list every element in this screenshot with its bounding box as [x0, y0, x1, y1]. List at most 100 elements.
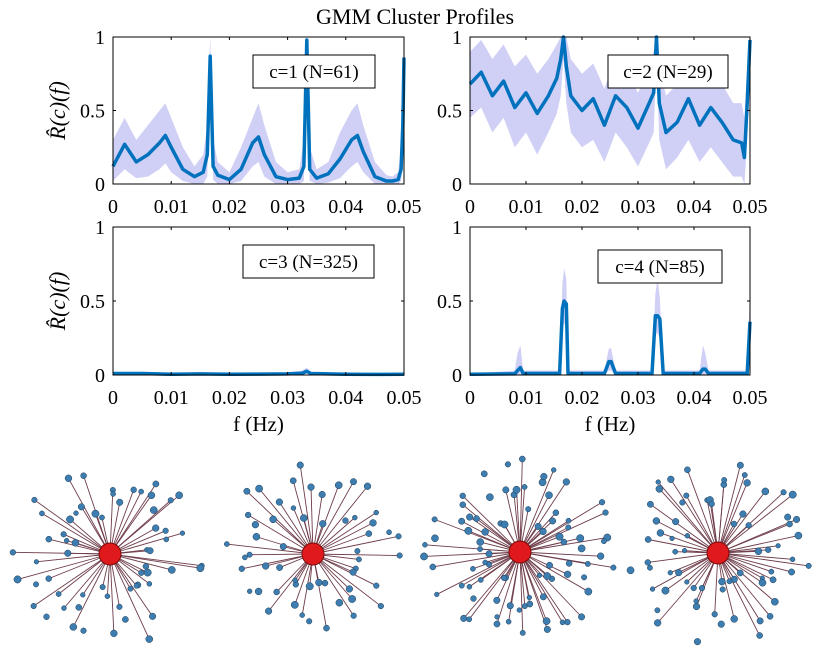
network-edge	[312, 481, 354, 555]
network-edge	[424, 544, 521, 553]
network-node	[667, 475, 675, 483]
network-node	[290, 505, 297, 511]
network-node	[794, 531, 803, 540]
network-c2	[224, 461, 403, 632]
network-edge	[109, 553, 153, 617]
network-edge	[68, 478, 111, 555]
network-node	[80, 472, 87, 479]
network-edge	[41, 513, 111, 555]
network-node	[146, 547, 154, 555]
network-node	[33, 559, 39, 565]
network-node	[486, 493, 494, 501]
network-node	[719, 586, 726, 593]
network-edge	[109, 494, 180, 555]
network-node	[534, 522, 542, 530]
network-node	[754, 547, 763, 556]
network-node	[681, 548, 688, 554]
network-node	[730, 520, 738, 528]
network-node	[142, 563, 150, 570]
network-node	[565, 560, 573, 567]
network-node	[306, 618, 313, 625]
network-node	[581, 574, 588, 581]
network-node	[429, 563, 437, 571]
network-node	[162, 527, 169, 534]
network-node	[551, 467, 557, 473]
network-node	[373, 582, 380, 589]
x-tick-label: 0.02	[565, 196, 600, 218]
network-node	[555, 532, 564, 541]
network-node	[315, 578, 323, 587]
network-node	[300, 514, 308, 522]
network-c1	[9, 472, 205, 643]
network-node	[167, 497, 174, 504]
x-tick-label: 0.05	[733, 387, 768, 409]
network-edge	[652, 552, 719, 590]
network-node	[396, 552, 403, 559]
network-node	[292, 577, 298, 583]
panel-4: 0 0.01 0.02 0.03 0.04 0.05 0 0.5 1 c=4 (N=85) f (H…	[437, 217, 768, 436]
network-node	[349, 568, 357, 576]
x-tick-label: 0.01	[154, 387, 189, 409]
y-tick-label: 0.5	[437, 291, 462, 313]
network-node	[485, 550, 493, 558]
network-edge	[109, 491, 142, 555]
network-node	[769, 576, 777, 584]
x-tick-label: 0	[108, 196, 118, 218]
network-node	[386, 529, 392, 536]
network-node	[149, 612, 157, 620]
network-node	[116, 498, 124, 506]
network-node	[63, 537, 70, 544]
network-node	[780, 489, 787, 496]
network-node	[597, 552, 605, 560]
network-node	[672, 548, 679, 555]
network-node	[116, 603, 123, 610]
network-edge	[648, 539, 719, 554]
network-node	[758, 578, 767, 587]
network-node	[224, 541, 230, 547]
network-edge	[312, 553, 377, 587]
network-node	[363, 482, 372, 490]
mean-profile-line	[113, 369, 405, 377]
network-node	[75, 604, 83, 611]
panel-3: 0 0.01 0.02 0.03 0.04 0.05 0 0.5 1 c=3 (N=325) R̂(…	[45, 217, 422, 436]
network-edge	[717, 482, 748, 554]
network-node	[661, 586, 670, 595]
network-node	[543, 572, 552, 580]
network-node	[542, 617, 551, 625]
network-edge	[462, 495, 521, 553]
network-node	[459, 501, 467, 508]
network-edge	[241, 553, 314, 570]
network-node	[466, 584, 473, 590]
network-node	[545, 491, 553, 499]
network-hub	[508, 540, 532, 564]
y-tick-label: 1	[452, 217, 462, 239]
network-node	[576, 534, 585, 543]
network-edge	[519, 551, 601, 557]
network-node	[546, 561, 553, 569]
y-axis-label: R̂(c)(f)	[45, 81, 70, 141]
network-node	[552, 509, 560, 516]
network-node	[765, 546, 772, 553]
network-node	[99, 584, 106, 591]
network-edge	[109, 553, 115, 634]
network-edge	[246, 490, 314, 555]
network-edge	[717, 494, 793, 554]
network-node	[466, 616, 473, 623]
network-node	[354, 548, 361, 555]
plots-group: 0 0.01 0.02 0.03 0.04 0.05 0 0.5 1 c=1 (N=61) R̂(c…	[45, 27, 768, 436]
network-node	[279, 543, 287, 551]
network-node	[289, 477, 297, 485]
network-node	[470, 595, 477, 602]
network-node	[477, 546, 483, 552]
network-node	[766, 613, 774, 620]
network-edge	[258, 488, 314, 555]
network-node	[146, 581, 153, 587]
network-node	[761, 487, 770, 496]
network-node	[756, 617, 764, 625]
network-node	[482, 559, 488, 566]
network-node	[675, 569, 683, 577]
network-node	[693, 638, 701, 646]
network-edge	[519, 501, 603, 553]
network-node	[251, 521, 260, 529]
network-node	[684, 466, 691, 474]
